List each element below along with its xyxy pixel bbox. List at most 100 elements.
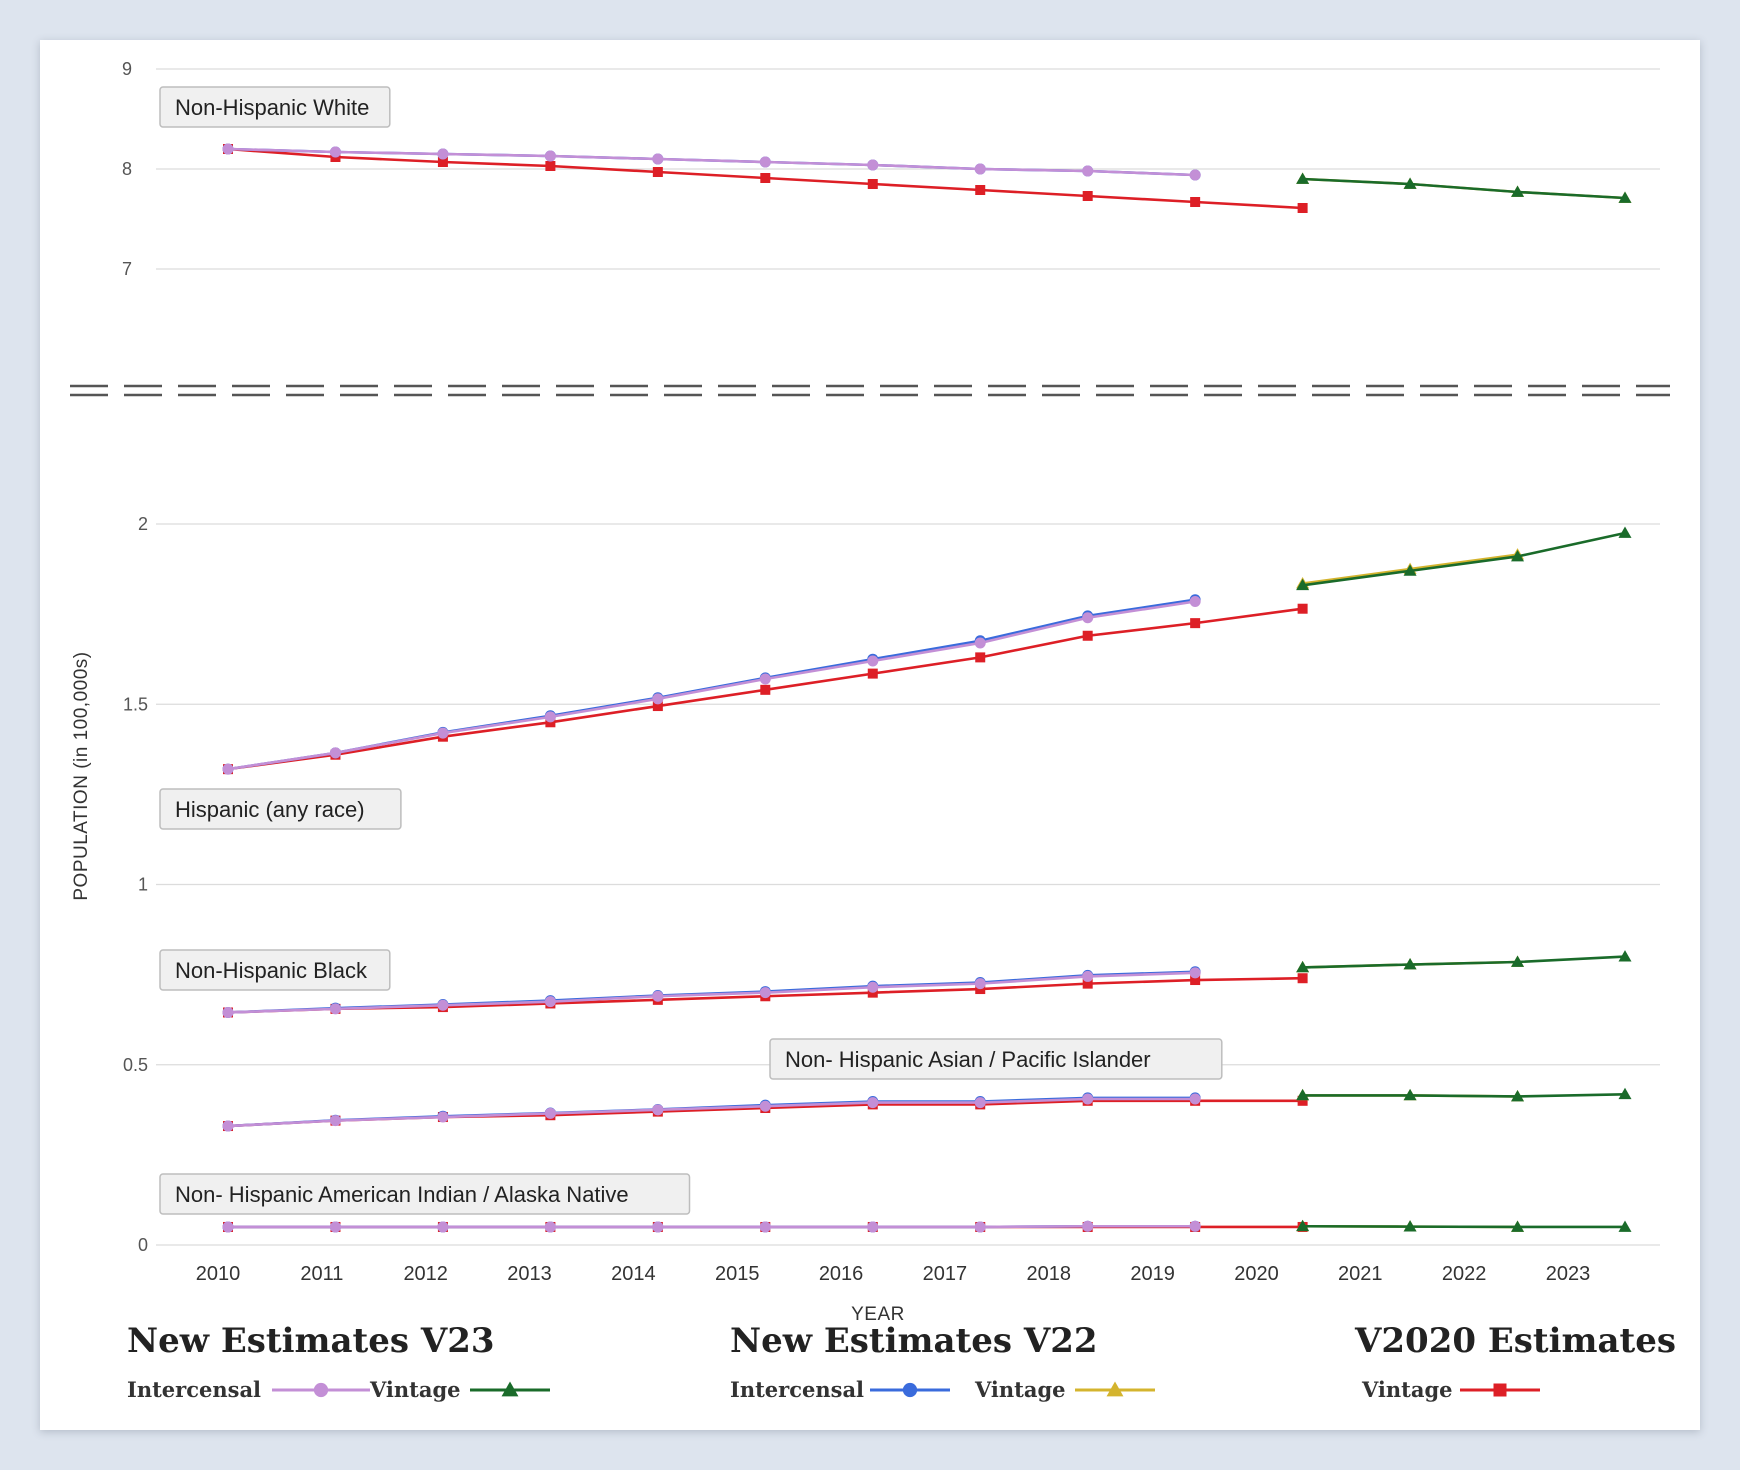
legend-group-title: New Estimates V23	[127, 1321, 495, 1361]
v23-intercensal-line	[228, 1224, 1196, 1229]
x-tick-label: 2010	[196, 1263, 241, 1285]
legend-group: V2020 Estimates Vintage	[1354, 1321, 1676, 1402]
label-box	[159, 86, 391, 128]
y-tick-labels: 7 8 9 0 0.5 1 1.5 2	[122, 59, 148, 1255]
legend-entry-label: Vintage	[369, 1377, 461, 1402]
v23-intercensal-point	[329, 146, 341, 158]
v23-intercensal-point	[222, 1221, 234, 1233]
v23-intercensal-point	[652, 990, 664, 1002]
v23-intercensal-line	[227, 147, 1196, 177]
series-group	[222, 143, 1632, 213]
v23-intercensal-point	[974, 1097, 986, 1109]
v23-intercensal-point	[867, 1097, 879, 1109]
x-tick-label: 2021	[1338, 1263, 1383, 1285]
label-box	[769, 1038, 1223, 1080]
v23-intercensal-point	[759, 1100, 771, 1112]
v23-vintage-point	[1511, 1220, 1525, 1232]
v2020-vintage-point	[1297, 603, 1308, 614]
v23-vintage-point	[1618, 1087, 1632, 1100]
v2020-vintage-point	[1297, 203, 1308, 213]
v23-intercensal-line	[227, 971, 1196, 1014]
v23-intercensal-point	[759, 673, 771, 685]
v23-vintage-point	[1403, 1220, 1417, 1232]
x-tick-label: 2013	[507, 1263, 552, 1285]
v23-vintage-point	[1618, 526, 1632, 538]
v2020-vintage-point	[1082, 978, 1093, 989]
v23-intercensal-point	[974, 978, 986, 990]
x-tick-label: 2022	[1442, 1263, 1487, 1285]
v23-vintage-line	[1302, 1093, 1626, 1098]
label-box	[159, 788, 402, 830]
v2020-vintage-point	[1190, 618, 1201, 629]
v23-intercensal-point	[437, 999, 449, 1011]
v23-vintage-point	[1296, 172, 1310, 184]
label-text: Non-Hispanic White	[175, 95, 369, 120]
v23-intercensal-point	[544, 150, 556, 162]
v23-vintage-line	[1302, 1224, 1625, 1229]
v23-intercensal-point	[1082, 612, 1094, 624]
v23-vintage-point	[1296, 1219, 1310, 1232]
label-text: Non- Hispanic American Indian / Alaska N…	[175, 1182, 629, 1207]
series-group	[222, 1219, 1632, 1233]
legend-group: New Estimates V22 Intercensal Vintage	[730, 1321, 1155, 1402]
panel-labels: Non-Hispanic White Hispanic (any race) Non…	[159, 86, 1223, 1215]
v23-intercensal-point	[1082, 1093, 1094, 1105]
y-tick-label: 7	[122, 259, 132, 279]
v23-intercensal-point	[974, 163, 986, 175]
series-group	[222, 1087, 1632, 1132]
v23-intercensal-point	[652, 1221, 664, 1233]
x-tick-label: 2020	[1234, 1263, 1279, 1285]
v23-intercensal-point	[652, 1104, 664, 1116]
x-tick-label: 2023	[1546, 1263, 1591, 1285]
x-tick-label: 2017	[923, 1263, 968, 1285]
v2020-vintage-point	[1297, 973, 1308, 984]
v23-vintage-line	[1302, 531, 1626, 587]
v2020-vintage-point	[1082, 630, 1093, 641]
legend-entry-label: Vintage	[1361, 1377, 1453, 1402]
y-tick-label: 1.5	[123, 694, 148, 714]
legend-swatch-marker	[902, 1382, 918, 1398]
axis-break	[70, 384, 1670, 397]
legend-entry-label: Intercensal	[127, 1377, 261, 1402]
series-group-label: Hispanic (any race)	[159, 788, 402, 830]
v23-vintage-point	[1618, 1220, 1632, 1232]
v23-intercensal-point	[1189, 169, 1201, 181]
y-tick-label: 2	[138, 514, 148, 534]
v2020-vintage-point	[652, 167, 663, 177]
v23-intercensal-point	[974, 1221, 986, 1233]
series-group	[222, 950, 1632, 1018]
v23-intercensal-point	[867, 159, 879, 171]
v2020-vintage-point	[545, 161, 556, 171]
v2020-vintage-point	[1297, 1095, 1308, 1106]
v23-intercensal-point	[652, 153, 664, 165]
legend-swatch-marker	[313, 1382, 329, 1398]
v23-intercensal-point	[222, 1006, 234, 1018]
v23-intercensal-point	[544, 1107, 556, 1119]
x-tick-label: 2011	[300, 1263, 343, 1285]
v23-vintage-point	[1618, 950, 1632, 962]
v23-intercensal-point	[759, 1221, 771, 1233]
v23-intercensal-point	[1189, 1220, 1201, 1232]
chart-card: 7 8 9 0 0.5 1 1.5 2 2010 2011 2012 2013 2014 2015 201…	[40, 40, 1700, 1430]
v23-intercensal-point	[222, 1120, 234, 1132]
v23-intercensal-point	[222, 143, 234, 155]
v23-intercensal-point	[437, 727, 449, 739]
label-text: Hispanic (any race)	[175, 797, 365, 822]
x-tick-label: 2012	[403, 1263, 448, 1285]
v23-intercensal-point	[867, 655, 879, 667]
series-group-label: Non-Hispanic White	[159, 86, 391, 128]
series-group-label: Non-Hispanic Black	[159, 949, 391, 991]
label-box	[159, 949, 391, 991]
y-tick-label: 9	[122, 59, 132, 79]
v2020-vintage-point	[760, 173, 771, 183]
v23-vintage-point	[1296, 960, 1310, 973]
v2020-vintage-point	[867, 179, 878, 189]
x-tick-labels: 2010 2011 2012 2013 2014 2015 2016 2017 2018 2019…	[196, 1263, 1591, 1285]
v23-vintage-point	[1296, 1088, 1310, 1101]
v2020-vintage-point	[760, 684, 771, 695]
x-tick-label: 2018	[1027, 1263, 1072, 1285]
legend-swatch-marker	[501, 1381, 519, 1397]
v2020-vintage-point	[975, 185, 986, 195]
series-group-label: Non- Hispanic Asian / Pacific Islander	[769, 1038, 1223, 1080]
